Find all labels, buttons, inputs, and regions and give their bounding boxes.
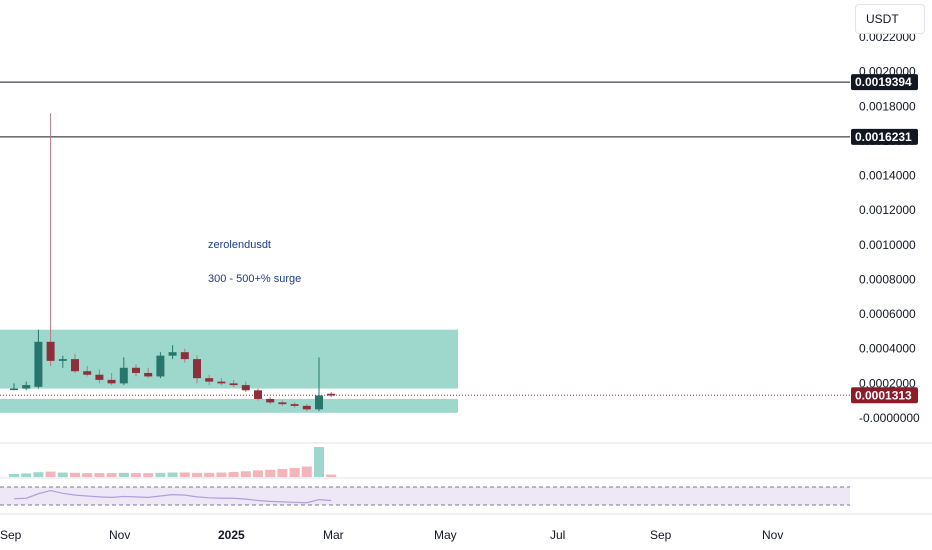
x-tick-label-0: Sep (0, 528, 22, 542)
rsi-band (0, 487, 850, 505)
volume-bar-8 (106, 473, 117, 477)
zone-0 (0, 329, 458, 389)
candle-body-12 (156, 355, 165, 377)
y-tick-label-11: -0.0000000 (859, 411, 920, 425)
annotation-note: 300 - 500+% surge (208, 273, 301, 285)
volume-bar-7 (94, 473, 105, 477)
candle-body-11 (144, 372, 153, 377)
zones-layer (0, 329, 458, 413)
volume-bar-25 (314, 447, 324, 477)
rsi-line (13, 489, 332, 504)
candle-body-26 (327, 393, 336, 396)
volume-bar-20 (253, 470, 263, 477)
candle-body-7 (95, 374, 104, 380)
volume-bar-21 (265, 469, 276, 477)
candle-body-4 (58, 359, 67, 361)
y-tick-label-10: 0.0002000 (859, 376, 916, 390)
price-tags-layer: 0.0019394 0.0016231 0.0001313 (851, 74, 918, 404)
rsi-layer (0, 486, 850, 506)
volume-bar-3 (45, 471, 56, 477)
level-tag-0 (851, 74, 918, 91)
annotation-symbol: zerolendusdt (208, 239, 271, 251)
y-tick-label-4: 0.0014000 (859, 169, 916, 183)
candle-body-15 (193, 359, 201, 379)
volume-bar-16 (204, 472, 215, 477)
x-tick-label-2: 2025 (218, 528, 245, 542)
current-price-tag-label: 0.0001313 (855, 388, 912, 402)
volume-bar-6 (82, 473, 93, 477)
candle-body-5 (71, 359, 79, 372)
candle-body-21 (266, 398, 275, 403)
volume-bar-26 (326, 474, 337, 477)
y-tick-label-6: 0.0010000 (859, 238, 916, 252)
candle-body-14 (180, 352, 189, 360)
candle-body-9 (119, 367, 128, 384)
candle-body-25 (315, 395, 323, 410)
volume-bar-9 (118, 472, 129, 477)
candle-body-8 (107, 379, 116, 384)
currency-selector[interactable]: USDT (855, 4, 925, 34)
candle-body-18 (229, 383, 238, 386)
volume-bar-15 (192, 472, 202, 477)
volume-bar-12 (155, 472, 166, 477)
zone-1 (0, 398, 458, 413)
candle-body-16 (205, 378, 214, 382)
candle-body-17 (217, 381, 226, 384)
volume-bar-18 (228, 471, 239, 477)
y-tick-label-5: 0.0012000 (859, 203, 916, 217)
volume-bar-10 (131, 473, 141, 477)
candle-body-24 (302, 405, 311, 410)
x-tick-label-4: May (434, 528, 457, 542)
volume-bar-5 (70, 472, 80, 477)
volume-bar-1 (21, 473, 32, 477)
x-tick-label-5: Jul (550, 528, 565, 542)
candle-body-0 (10, 388, 18, 391)
candle-body-2 (34, 341, 43, 387)
volume-bar-2 (33, 472, 44, 477)
y-axis[interactable]: 0.00220000.00200000.00180000.00160000.00… (859, 30, 920, 425)
y-tick-label-2: 0.0018000 (859, 99, 916, 113)
candle-body-1 (22, 385, 31, 389)
volume-bar-23 (289, 468, 300, 477)
volume-bar-13 (167, 472, 178, 477)
volume-bar-11 (143, 473, 154, 477)
volume-layer (9, 447, 337, 477)
x-tick-label-7: Nov (762, 528, 783, 542)
candle-body-3 (46, 341, 55, 361)
volume-bar-17 (216, 472, 227, 477)
level-tag-label-0: 0.0019394 (855, 75, 912, 89)
volume-bar-22 (277, 468, 288, 477)
candle-body-19 (241, 385, 250, 391)
candle-body-6 (83, 371, 92, 375)
y-tick-label-7: 0.0008000 (859, 272, 916, 286)
x-axis[interactable]: Sep Nov 2025 Mar May Jul Sep Nov (0, 528, 783, 542)
currency-label: USDT (866, 12, 899, 26)
y-tick-label-9: 0.0004000 (859, 342, 916, 356)
x-tick-label-1: Nov (109, 528, 130, 542)
x-tick-label-6: Sep (650, 528, 672, 542)
candle-body-22 (278, 402, 287, 405)
volume-bar-0 (9, 474, 19, 477)
level-tag-label-1: 0.0016231 (855, 130, 912, 144)
candles-layer (10, 113, 336, 412)
volume-bar-4 (57, 472, 68, 477)
level-tag-1 (851, 128, 918, 145)
candle-body-23 (290, 404, 299, 406)
candle-body-20 (254, 390, 262, 399)
candle-body-10 (132, 367, 140, 373)
levels-layer (0, 81, 932, 515)
volume-bar-19 (240, 471, 251, 477)
y-tick-label-8: 0.0006000 (859, 307, 916, 321)
candle-body-13 (168, 352, 177, 356)
current-price-tag (851, 387, 918, 404)
x-tick-label-3: Mar (323, 528, 344, 542)
volume-bar-14 (179, 472, 190, 477)
volume-bar-24 (301, 466, 312, 477)
